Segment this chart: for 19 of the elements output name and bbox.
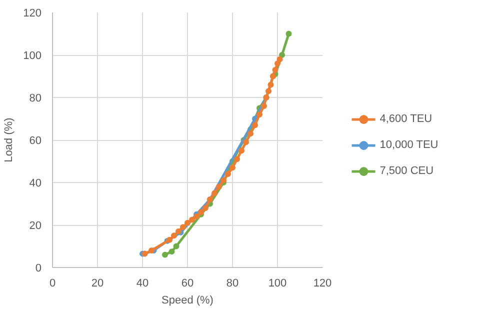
legend-label: 7,500 CEU — [380, 165, 434, 177]
x-tick-label: 0 — [49, 278, 56, 290]
y-axis-title: Load (%) — [3, 118, 16, 162]
legend-label: 10,000 TEU — [380, 139, 438, 151]
x-tick-label: 100 — [268, 278, 287, 290]
y-tick-label: 0 — [35, 262, 42, 274]
y-tick-label: 120 — [23, 8, 42, 20]
x-tick-label: 120 — [313, 278, 332, 290]
y-tick-label: 40 — [29, 178, 42, 190]
x-tick-label: 80 — [226, 278, 239, 290]
x-axis-title: Speed (%) — [162, 294, 214, 306]
y-tick-label: 60 — [29, 135, 42, 147]
x-tick-label: 60 — [181, 278, 194, 290]
x-tick-label: 40 — [136, 278, 149, 290]
legend-label: 4,600 TEU — [380, 113, 432, 125]
y-tick-label: 100 — [23, 50, 42, 62]
y-tick-label: 80 — [29, 92, 42, 104]
y-tick-label: 20 — [29, 220, 42, 232]
x-tick-label: 20 — [91, 278, 104, 290]
